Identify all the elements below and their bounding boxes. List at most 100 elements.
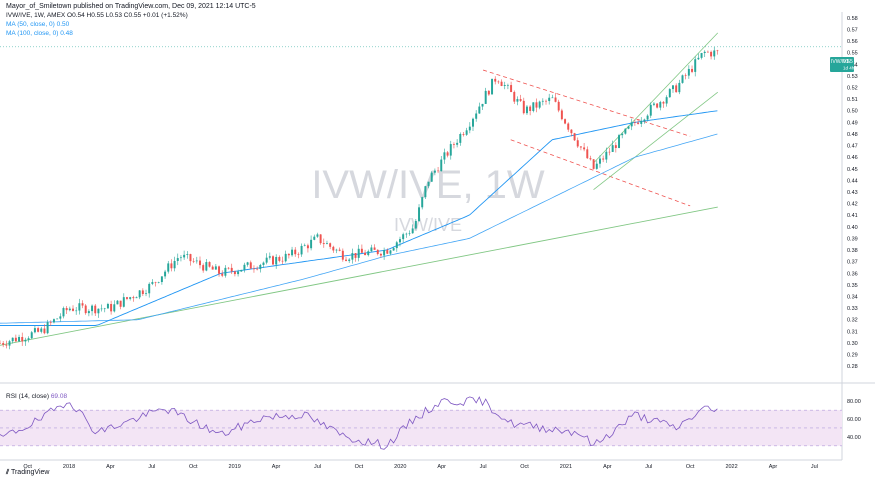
candle-body[interactable]	[621, 133, 624, 136]
candle-body[interactable]	[97, 308, 100, 314]
ma50-line[interactable]	[0, 110, 718, 326]
candle-body[interactable]	[303, 245, 306, 246]
candle-body[interactable]	[376, 249, 379, 254]
candle-body[interactable]	[30, 332, 33, 339]
candle-body[interactable]	[179, 257, 182, 259]
candle-body[interactable]	[259, 264, 262, 270]
candle-body[interactable]	[221, 273, 224, 276]
candle-body[interactable]	[160, 276, 163, 283]
candle-body[interactable]	[586, 149, 589, 159]
candle-body[interactable]	[668, 89, 671, 98]
candle-body[interactable]	[2, 343, 5, 345]
candle-body[interactable]	[389, 250, 392, 254]
ma100-line[interactable]	[0, 133, 718, 324]
candle-body[interactable]	[275, 256, 278, 265]
candle-body[interactable]	[468, 126, 471, 131]
candle-body[interactable]	[56, 318, 59, 320]
candle-body[interactable]	[402, 234, 405, 240]
candle-body[interactable]	[167, 263, 170, 272]
candle-body[interactable]	[379, 253, 382, 256]
candle-body[interactable]	[370, 247, 373, 252]
candle-body[interactable]	[630, 122, 633, 127]
candle-body[interactable]	[598, 158, 601, 164]
candle-body[interactable]	[52, 319, 55, 323]
candle-body[interactable]	[364, 252, 367, 256]
candle-body[interactable]	[557, 101, 560, 111]
ma100-legend[interactable]: MA (100, close, 0) 0.48	[6, 30, 73, 37]
candle-body[interactable]	[145, 293, 148, 295]
candle-body[interactable]	[106, 303, 109, 309]
candle-body[interactable]	[129, 297, 132, 299]
candle-body[interactable]	[125, 297, 128, 299]
candle-body[interactable]	[240, 269, 243, 272]
candle-body[interactable]	[211, 266, 214, 270]
candle-body[interactable]	[437, 170, 440, 172]
channel-upper-line[interactable]	[482, 69, 691, 137]
candle-body[interactable]	[573, 133, 576, 141]
candle-body[interactable]	[405, 233, 408, 235]
candle-body[interactable]	[554, 97, 557, 102]
candle-body[interactable]	[72, 308, 75, 311]
candle-body[interactable]	[148, 283, 151, 294]
candle-body[interactable]	[656, 103, 659, 108]
candle-body[interactable]	[510, 85, 513, 93]
candle-body[interactable]	[662, 102, 665, 104]
candle-body[interactable]	[595, 163, 598, 169]
candle-body[interactable]	[189, 254, 192, 262]
candle-body[interactable]	[341, 250, 344, 260]
candle-body[interactable]	[465, 130, 468, 135]
candle-body[interactable]	[87, 311, 90, 314]
candle-body[interactable]	[408, 233, 411, 234]
candle-body[interactable]	[110, 303, 113, 312]
candle-body[interactable]	[227, 267, 230, 269]
candle-body[interactable]	[360, 248, 363, 253]
candle-body[interactable]	[176, 258, 179, 261]
candle-body[interactable]	[640, 120, 643, 124]
candle-body[interactable]	[710, 51, 713, 57]
candle-body[interactable]	[103, 308, 106, 310]
candle-body[interactable]	[462, 134, 465, 135]
candle-body[interactable]	[154, 282, 157, 283]
candle-body[interactable]	[310, 239, 313, 249]
candle-body[interactable]	[91, 305, 94, 312]
candle-body[interactable]	[21, 336, 24, 342]
candle-body[interactable]	[224, 267, 227, 276]
candle-body[interactable]	[427, 181, 430, 187]
candle-body[interactable]	[414, 220, 417, 229]
candle-body[interactable]	[256, 268, 259, 270]
candle-body[interactable]	[75, 310, 78, 312]
candle-body[interactable]	[487, 90, 490, 95]
candle-body[interactable]	[443, 152, 446, 160]
candle-body[interactable]	[268, 256, 271, 258]
candle-body[interactable]	[62, 308, 65, 317]
candle-body[interactable]	[697, 57, 700, 60]
candle-body[interactable]	[43, 328, 46, 334]
candle-body[interactable]	[478, 106, 481, 114]
candle-body[interactable]	[319, 234, 322, 244]
candle-body[interactable]	[202, 265, 205, 271]
candle-body[interactable]	[237, 271, 240, 275]
candle-body[interactable]	[332, 246, 335, 251]
candle-body[interactable]	[122, 297, 125, 307]
candle-body[interactable]	[68, 308, 71, 311]
rsi-line[interactable]	[0, 396, 718, 450]
candle-body[interactable]	[199, 260, 201, 266]
candle-body[interactable]	[306, 245, 309, 249]
candle-body[interactable]	[446, 152, 449, 156]
candle-body[interactable]	[475, 113, 478, 119]
candle-body[interactable]	[643, 119, 646, 121]
candle-body[interactable]	[37, 328, 40, 332]
candle-body[interactable]	[18, 336, 21, 342]
candle-body[interactable]	[297, 254, 300, 255]
symbol-legend[interactable]: IVW/IVE, 1W, AMEX O0.54 H0.55 L0.53 C0.5…	[6, 12, 188, 19]
candle-body[interactable]	[494, 78, 497, 82]
candle-body[interactable]	[652, 103, 655, 105]
candle-body[interactable]	[135, 297, 138, 299]
candle-body[interactable]	[433, 170, 436, 173]
candle-body[interactable]	[541, 100, 544, 102]
candle-body[interactable]	[452, 144, 455, 145]
candle-body[interactable]	[579, 146, 582, 148]
candle-body[interactable]	[173, 260, 176, 269]
candle-body[interactable]	[440, 159, 443, 172]
candle-body[interactable]	[700, 53, 703, 58]
